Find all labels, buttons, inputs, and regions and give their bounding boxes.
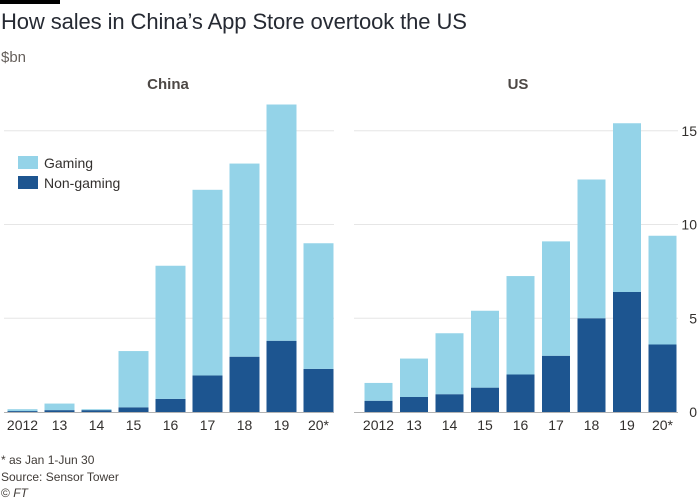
footnote: * as Jan 1-Jun 30 — [1, 453, 95, 467]
bar-china-gaming-5 — [192, 189, 223, 376]
bar-us-gaming-2 — [435, 333, 464, 395]
copyright-symbol: © — [1, 486, 14, 500]
x-tick-label-us-3: 15 — [477, 417, 493, 433]
x-tick-label-us-7: 19 — [619, 417, 635, 433]
unit-label: $bn — [1, 49, 27, 66]
bar-china-gaming-7 — [266, 104, 297, 341]
legend-label-non-gaming: Non-gaming — [44, 175, 120, 191]
ft-brand: FT — [13, 486, 28, 500]
x-tick-label-china-7: 19 — [274, 417, 290, 433]
bar-us-gaming-7 — [613, 123, 641, 292]
bar-us-gaming-1 — [400, 358, 428, 397]
x-tick-label-china-6: 18 — [237, 417, 253, 433]
bar-china-non-gaming-0 — [7, 411, 38, 412]
x-tick-label-us-0: 2012 — [363, 417, 394, 433]
bar-china-non-gaming-7 — [266, 340, 297, 412]
bar-us-non-gaming-1 — [400, 397, 428, 412]
bar-us-non-gaming-3 — [471, 387, 499, 413]
bar-us-non-gaming-4 — [506, 374, 535, 412]
y-tick-label-15: 15 — [681, 123, 697, 139]
bar-us-non-gaming-7 — [613, 292, 641, 412]
x-tick-label-china-1: 13 — [52, 417, 68, 433]
x-tick-label-china-4: 16 — [163, 417, 179, 433]
x-tick-label-china-2: 14 — [89, 417, 105, 433]
x-tick-label-china-0: 2012 — [7, 417, 38, 433]
bar-us-non-gaming-8 — [648, 344, 677, 412]
y-tick-label-10: 10 — [681, 217, 697, 233]
bar-us-gaming-4 — [506, 276, 535, 375]
bar-us-non-gaming-6 — [577, 318, 606, 412]
bar-us-non-gaming-2 — [435, 394, 464, 412]
bar-china-non-gaming-4 — [155, 398, 186, 413]
bar-china-non-gaming-6 — [229, 356, 260, 412]
x-tick-label-china-8: 20* — [308, 417, 330, 433]
x-tick-label-china-5: 17 — [200, 417, 216, 433]
legend-label-gaming: Gaming — [44, 155, 93, 171]
bar-china-non-gaming-1 — [44, 410, 75, 413]
bar-china-non-gaming-2 — [81, 410, 112, 413]
chart-title: How sales in China’s App Store overtook … — [1, 9, 467, 34]
x-tick-label-us-6: 18 — [584, 417, 600, 433]
bar-china-gaming-1 — [44, 403, 75, 411]
bar-china-non-gaming-5 — [192, 375, 223, 412]
bar-china-gaming-8 — [303, 243, 334, 369]
bar-us-non-gaming-5 — [542, 355, 570, 412]
bar-china-non-gaming-3 — [118, 407, 149, 412]
y-tick-label-5: 5 — [689, 310, 697, 326]
x-tick-label-us-5: 17 — [548, 417, 564, 433]
bar-us-non-gaming-0 — [364, 400, 393, 412]
bar-us-gaming-0 — [364, 382, 393, 401]
copyright: © FT — [1, 486, 28, 500]
bar-china-gaming-0 — [7, 409, 38, 412]
legend-swatch-non-gaming — [18, 176, 38, 189]
bar-china-gaming-3 — [118, 351, 149, 408]
bar-us-gaming-8 — [648, 235, 677, 345]
panel-title-china: China — [147, 76, 189, 93]
legend-swatch-gaming — [18, 156, 38, 169]
y-tick-label-0: 0 — [689, 404, 697, 420]
bar-us-gaming-5 — [542, 241, 570, 356]
bar-china-gaming-2 — [81, 409, 112, 411]
x-tick-label-us-1: 13 — [406, 417, 422, 433]
bar-china-gaming-4 — [155, 265, 186, 399]
bar-us-gaming-6 — [577, 179, 606, 319]
bar-us-gaming-3 — [471, 310, 499, 388]
top-rule — [0, 0, 60, 4]
bar-china-gaming-6 — [229, 163, 260, 357]
x-tick-label-us-8: 20* — [652, 417, 674, 433]
x-tick-label-china-3: 15 — [126, 417, 142, 433]
x-tick-label-us-4: 16 — [513, 417, 529, 433]
panel-title-us: US — [508, 76, 529, 93]
bar-china-non-gaming-8 — [303, 368, 334, 413]
source-note: Source: Sensor Tower — [1, 470, 119, 484]
x-tick-label-us-2: 14 — [442, 417, 458, 433]
